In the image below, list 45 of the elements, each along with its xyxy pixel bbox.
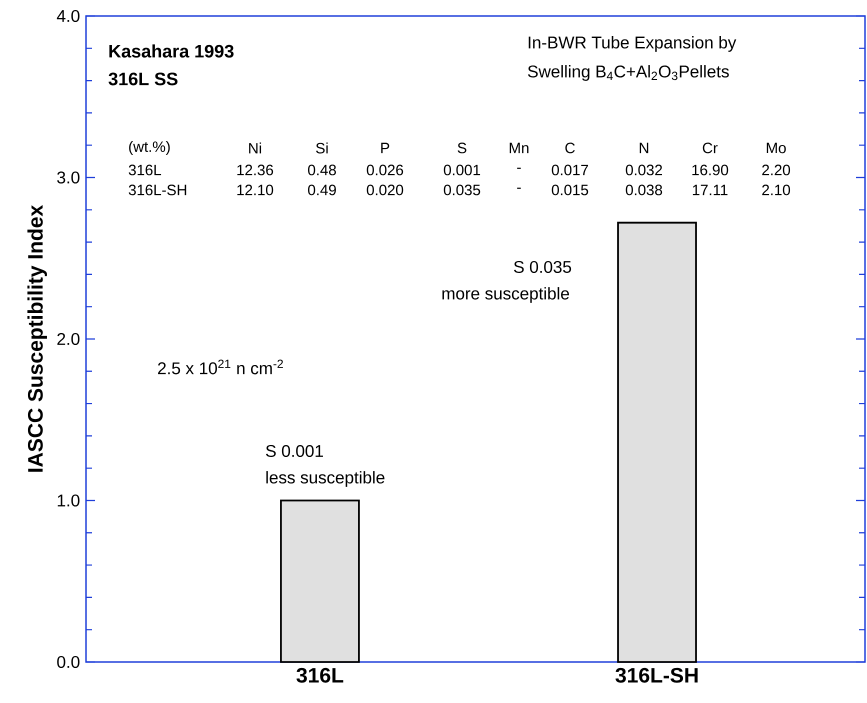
annotation: less susceptible [266,471,384,487]
y-tick-label: 2.0 [57,332,80,346]
text: Kasahara 1993 [109,44,234,58]
annotation: 316L [128,164,162,176]
annotation: 12.36 [237,164,274,176]
annotation: N [640,142,648,154]
annotation: In-BWR Tube Expansion by [528,36,736,52]
annotation: Ni [249,142,262,154]
annotation: Swelling B$_{4}$C+Al$_{2}$O$_{3}$Pellets [528,65,729,81]
annotation: 0.020 [366,184,404,196]
annotation: 2.10 [762,184,790,196]
annotation: Mn [510,142,528,154]
annotation: S 0.001 [266,444,323,458]
annotation: P [381,142,390,154]
annotation: 0.48 [308,164,336,176]
annotation: C [565,142,575,154]
annotation: 12.10 [237,184,274,196]
annotation: Mo [766,142,786,154]
annotation: 0.035 [444,184,480,196]
annotation: 0.015 [552,184,588,196]
annotation: S 0.035 [514,260,572,273]
annotation: S [458,142,466,154]
annotation: 0.001 [444,164,480,176]
y-axis-title: IASCC Susceptibility Index [27,204,47,472]
annotation: Si [316,142,328,154]
annotation: - [517,168,521,169]
y-tick-label: 4.0 [56,10,80,22]
annotation: 0.026 [366,164,404,176]
annotation: (wt.%) [129,140,170,155]
annotation: 2.5 x 10$^{21}$ n cm$^{-2}$ [158,360,283,374]
y-tick-label: 3.0 [57,171,80,184]
annotation: 0.49 [308,184,336,196]
annotation: 17.11 [692,184,728,196]
annotation: Cr [702,142,718,154]
text: 316L SS [108,72,178,86]
y-tick-label: 1.0 [58,494,80,507]
annotation: 0.032 [626,164,662,176]
annotation: 0.038 [626,184,662,196]
y-tick-label: 0.0 [57,656,80,668]
annotation: 16.90 [692,164,728,176]
annotation: 0.017 [552,164,588,176]
annotation: - [517,188,521,189]
annotation: 2.20 [762,164,790,176]
annotation: more susceptible [442,287,570,303]
annotation: 316L-SH [128,184,186,196]
